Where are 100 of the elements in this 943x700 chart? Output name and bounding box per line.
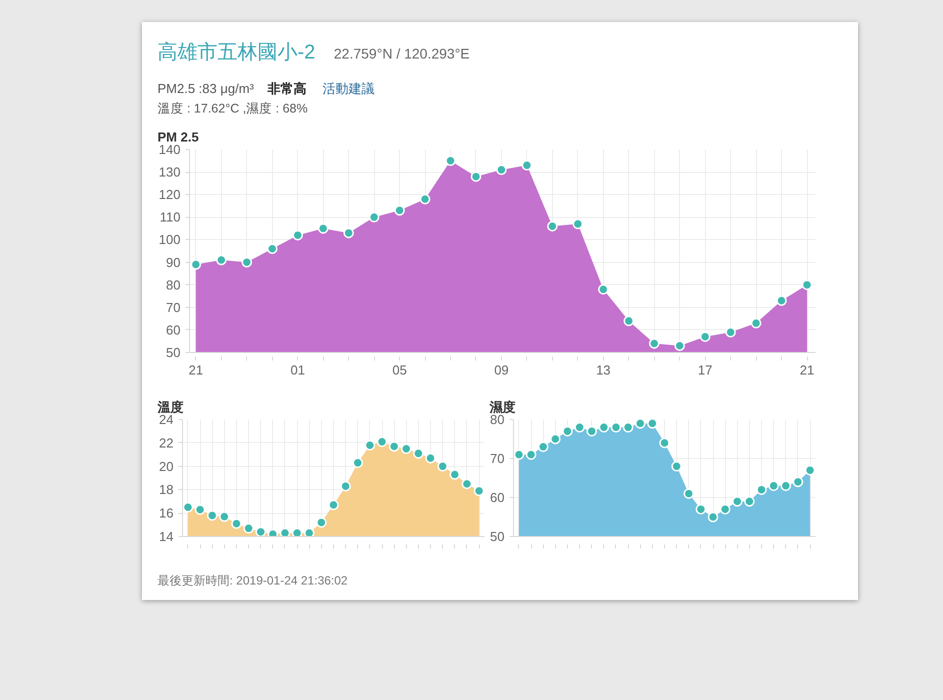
point — [304, 528, 314, 536]
point — [401, 444, 412, 454]
point — [547, 220, 558, 232]
point — [776, 295, 787, 306]
point — [538, 442, 548, 452]
point — [514, 449, 524, 460]
point — [526, 449, 536, 460]
text: 溫度 : 17.62°C ,濕度 : 68% — [158, 100, 308, 116]
point — [437, 461, 448, 472]
point — [280, 528, 290, 536]
y-tick-label: 24 — [159, 412, 174, 427]
point — [190, 259, 202, 270]
y-tick-label: 100 — [158, 232, 181, 248]
y-tick-label: 70 — [166, 300, 181, 315]
point — [216, 254, 227, 266]
y-tick-label: 60 — [166, 322, 181, 338]
y-tick-label: 20 — [159, 458, 174, 474]
point — [732, 496, 743, 507]
y-tick-label: 18 — [159, 482, 174, 498]
point — [792, 476, 804, 488]
y-tick-label: 50 — [490, 529, 505, 544]
point — [242, 257, 252, 268]
point — [394, 205, 405, 216]
point — [586, 426, 597, 436]
point — [756, 484, 767, 495]
point — [802, 280, 812, 290]
point — [194, 504, 206, 515]
point — [425, 452, 436, 464]
point — [352, 458, 364, 468]
point — [671, 461, 682, 472]
text: 活動建議 — [322, 81, 374, 96]
point — [768, 480, 779, 492]
y-tick-label: 80 — [490, 412, 505, 427]
point — [474, 486, 484, 496]
x-tick-label: 05 — [392, 362, 407, 378]
y-tick-label: 120 — [158, 187, 181, 202]
chart-title: 濕度 — [488, 400, 516, 414]
point — [376, 436, 388, 447]
point — [388, 441, 400, 452]
point — [622, 422, 634, 433]
point — [450, 469, 460, 480]
x-tick-label: 13 — [596, 362, 611, 378]
point — [255, 526, 266, 536]
chart-title: 溫度 — [156, 400, 184, 414]
y-tick-label: 14 — [159, 529, 174, 544]
point — [206, 510, 218, 521]
point — [562, 426, 573, 436]
point — [725, 326, 736, 338]
y-tick-label: 60 — [490, 490, 505, 505]
point — [659, 438, 670, 448]
point — [445, 156, 456, 166]
point — [624, 316, 634, 326]
x-tick-label: 01 — [290, 362, 305, 378]
y-tick-label: 140 — [158, 142, 181, 157]
point — [340, 480, 351, 492]
point — [328, 500, 339, 510]
point — [804, 464, 816, 476]
y-tick-label: 90 — [166, 254, 181, 270]
point — [696, 504, 706, 514]
point — [700, 331, 710, 342]
y-tick-label: 16 — [159, 506, 174, 521]
point — [267, 244, 278, 254]
text: 高雄市五林國小-2 — [158, 40, 316, 64]
point — [219, 511, 230, 522]
point — [674, 340, 685, 351]
point — [420, 194, 430, 204]
text: 22.759°N / 120.293°E — [334, 46, 470, 62]
point — [318, 223, 328, 234]
point — [368, 212, 380, 222]
point — [231, 518, 242, 529]
x-tick-label: 09 — [494, 362, 509, 378]
y-tick-label: 130 — [158, 164, 181, 180]
x-tick-label: 17 — [698, 362, 712, 378]
point — [243, 523, 254, 534]
point — [343, 228, 354, 238]
text: 非常高 — [266, 81, 306, 96]
point — [780, 480, 792, 492]
y-tick-label: 70 — [490, 451, 505, 466]
x-tick-label: 21 — [800, 362, 814, 378]
point — [364, 440, 376, 450]
point — [708, 512, 718, 522]
point — [292, 230, 303, 240]
point — [720, 504, 730, 514]
point — [182, 502, 194, 512]
point — [750, 318, 762, 328]
y-tick-label: 22 — [159, 435, 174, 450]
point — [634, 420, 646, 429]
chart-title: PM 2.5 — [158, 130, 199, 144]
point — [292, 528, 302, 536]
point — [744, 496, 755, 507]
point — [496, 164, 507, 176]
point — [647, 420, 658, 429]
point — [598, 422, 610, 433]
point — [648, 338, 660, 349]
text: 最後更新時間: 2019-01-24 21:36:02 — [158, 574, 348, 588]
x-tick-label: 21 — [188, 362, 204, 378]
y-tick-label: 80 — [166, 277, 181, 292]
point — [470, 171, 482, 182]
point — [572, 218, 584, 230]
point — [610, 422, 622, 433]
